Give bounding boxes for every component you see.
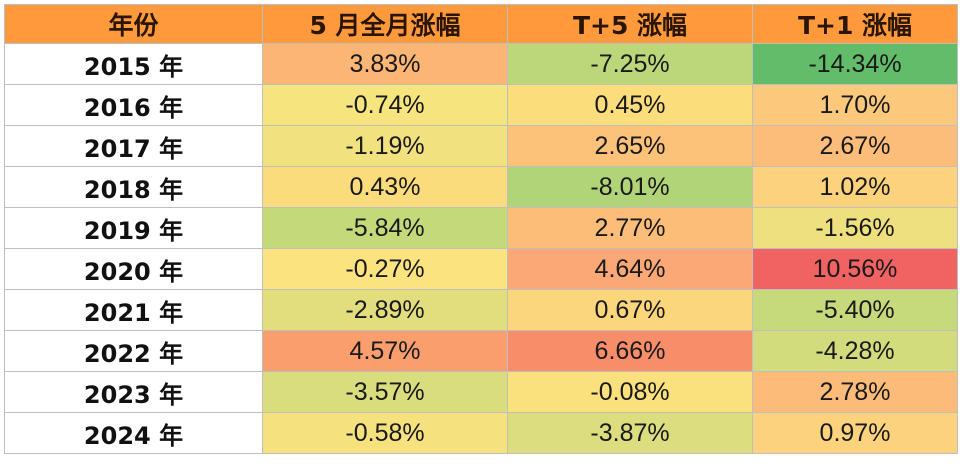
table-row: 2022 年 4.57% 6.66% -4.28% [4, 330, 958, 372]
cell-t5: 0.45% [507, 84, 753, 126]
table-row: 2019 年 -5.84% 2.77% -1.56% [4, 207, 958, 249]
table-row: 2015 年 3.83% -7.25% -14.34% [4, 43, 958, 85]
cell-t5: 0.67% [507, 289, 753, 331]
cell-t1: -4.28% [752, 330, 958, 372]
table-row: 2017 年 -1.19% 2.65% 2.67% [4, 125, 958, 167]
cell-t1: 1.02% [752, 166, 958, 208]
table-row: 2023 年 -3.57% -0.08% 2.78% [4, 371, 958, 413]
cell-t5: -0.08% [507, 371, 753, 413]
cell-may-full-month: -0.74% [262, 84, 508, 126]
cell-may-full-month: -1.19% [262, 125, 508, 167]
cell-year: 2020 年 [4, 248, 263, 290]
cell-t1: 0.97% [752, 412, 958, 454]
cell-year: 2021 年 [4, 289, 263, 331]
cell-t1: 2.67% [752, 125, 958, 167]
header-t5: T+5 涨幅 [507, 4, 753, 44]
cell-may-full-month: -5.84% [262, 207, 508, 249]
cell-may-full-month: 3.83% [262, 43, 508, 85]
table-row: 2020 年 -0.27% 4.64% 10.56% [4, 248, 958, 290]
header-year: 年份 [4, 4, 263, 44]
cell-may-full-month: 4.57% [262, 330, 508, 372]
cell-t5: 2.65% [507, 125, 753, 167]
header-row: 年份 5 月全月涨幅 T+5 涨幅 T+1 涨幅 [4, 4, 958, 44]
table-row: 2021 年 -2.89% 0.67% -5.40% [4, 289, 958, 331]
cell-year: 2016 年 [4, 84, 263, 126]
cell-t5: 4.64% [507, 248, 753, 290]
cell-may-full-month: -0.58% [262, 412, 508, 454]
cell-t1: -1.56% [752, 207, 958, 249]
cell-may-full-month: -2.89% [262, 289, 508, 331]
cell-year: 2022 年 [4, 330, 263, 372]
table-body: 2015 年 3.83% -7.25% -14.34% 2016 年 -0.74% 0.45… [4, 43, 958, 454]
cell-t5: 2.77% [507, 207, 753, 249]
cell-may-full-month: -0.27% [262, 248, 508, 290]
cell-may-full-month: 0.43% [262, 166, 508, 208]
cell-year: 2015 年 [4, 43, 263, 85]
cell-t5: 6.66% [507, 330, 753, 372]
header-t1: T+1 涨幅 [752, 4, 958, 44]
cell-t5: -8.01% [507, 166, 753, 208]
cell-may-full-month: -3.57% [262, 371, 508, 413]
cell-year: 2019 年 [4, 207, 263, 249]
cell-year: 2024 年 [4, 412, 263, 454]
cell-t1: -14.34% [752, 43, 958, 85]
table-row: 2024 年 -0.58% -3.87% 0.97% [4, 412, 958, 454]
cell-year: 2018 年 [4, 166, 263, 208]
returns-table: 年份 5 月全月涨幅 T+5 涨幅 T+1 涨幅 2015 年 3.83% -7.2… [4, 4, 958, 454]
table-row: 2018 年 0.43% -8.01% 1.02% [4, 166, 958, 208]
table-row: 2016 年 -0.74% 0.45% 1.70% [4, 84, 958, 126]
cell-t1: 1.70% [752, 84, 958, 126]
cell-t5: -3.87% [507, 412, 753, 454]
cell-t1: 10.56% [752, 248, 958, 290]
cell-t1: 2.78% [752, 371, 958, 413]
cell-year: 2023 年 [4, 371, 263, 413]
cell-t1: -5.40% [752, 289, 958, 331]
cell-year: 2017 年 [4, 125, 263, 167]
header-may-full-month: 5 月全月涨幅 [262, 4, 508, 44]
cell-t5: -7.25% [507, 43, 753, 85]
